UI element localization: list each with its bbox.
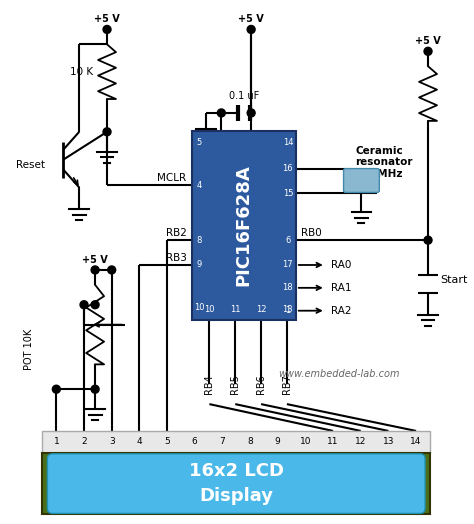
Text: 6: 6	[285, 236, 291, 245]
Text: PIC16F628A: PIC16F628A	[235, 165, 253, 286]
Text: 10: 10	[300, 438, 311, 446]
Circle shape	[91, 301, 99, 309]
Circle shape	[80, 301, 88, 309]
Text: 11: 11	[328, 438, 339, 446]
Text: +5 V: +5 V	[82, 255, 108, 265]
Text: +5 V: +5 V	[415, 36, 441, 46]
Text: 11: 11	[230, 305, 240, 314]
Text: 5: 5	[164, 438, 170, 446]
Text: 0.1 uF: 0.1 uF	[229, 91, 259, 101]
Text: 8: 8	[247, 438, 253, 446]
Text: 16x2 LCD
Display: 16x2 LCD Display	[189, 462, 284, 505]
Text: Ceramic
resonator
4.0 MHz: Ceramic resonator 4.0 MHz	[356, 146, 413, 179]
Text: POT 10K: POT 10K	[24, 329, 34, 370]
Circle shape	[218, 109, 225, 117]
Text: 17: 17	[283, 260, 293, 269]
Text: RA2: RA2	[331, 305, 351, 315]
Text: MCLR: MCLR	[157, 173, 187, 183]
Text: RB2: RB2	[165, 228, 187, 238]
Circle shape	[103, 26, 111, 34]
Text: 14: 14	[410, 438, 422, 446]
Circle shape	[91, 266, 99, 274]
Text: RA1: RA1	[331, 283, 351, 293]
Text: RB3: RB3	[165, 253, 187, 263]
Text: 4: 4	[197, 181, 202, 190]
Bar	[43, 453, 430, 515]
Text: 4: 4	[137, 438, 142, 446]
Text: 18: 18	[283, 283, 293, 292]
Text: RB0: RB0	[301, 228, 321, 238]
Circle shape	[52, 385, 60, 393]
Text: 6: 6	[192, 438, 198, 446]
Text: 12: 12	[355, 438, 366, 446]
Text: 10: 10	[194, 303, 205, 312]
Bar	[43, 431, 430, 453]
Text: 5: 5	[197, 138, 202, 147]
Text: 1: 1	[285, 306, 291, 315]
Text: 12: 12	[256, 305, 266, 314]
Text: 9: 9	[197, 260, 202, 269]
FancyBboxPatch shape	[191, 131, 296, 320]
Text: 13: 13	[282, 305, 292, 314]
Text: 10 K: 10 K	[70, 67, 93, 77]
Text: RB6: RB6	[256, 374, 266, 394]
Text: www.embedded-lab.com: www.embedded-lab.com	[278, 369, 399, 379]
Circle shape	[103, 128, 111, 136]
Text: 13: 13	[383, 438, 394, 446]
Text: 8: 8	[197, 236, 202, 245]
Circle shape	[108, 266, 116, 274]
Text: RA0: RA0	[331, 260, 351, 270]
Text: +5 V: +5 V	[238, 15, 264, 25]
Text: Reset: Reset	[17, 160, 46, 170]
Text: 1: 1	[54, 438, 59, 446]
Text: 2: 2	[81, 438, 87, 446]
Text: +5 V: +5 V	[94, 15, 120, 25]
Text: 16: 16	[283, 164, 293, 173]
FancyBboxPatch shape	[344, 169, 379, 192]
Text: RB4: RB4	[204, 374, 214, 394]
Text: 15: 15	[283, 189, 293, 198]
Text: 7: 7	[219, 438, 225, 446]
Text: Start: Start	[440, 275, 467, 285]
Circle shape	[247, 109, 255, 117]
Text: RB5: RB5	[230, 374, 240, 394]
Circle shape	[424, 47, 432, 56]
Text: 14: 14	[283, 138, 293, 147]
Text: 9: 9	[275, 438, 281, 446]
FancyBboxPatch shape	[47, 454, 425, 514]
Circle shape	[91, 385, 99, 393]
Text: RB7: RB7	[282, 374, 292, 394]
Text: 10: 10	[204, 305, 215, 314]
Circle shape	[424, 236, 432, 244]
Circle shape	[247, 26, 255, 34]
Text: 3: 3	[109, 438, 115, 446]
